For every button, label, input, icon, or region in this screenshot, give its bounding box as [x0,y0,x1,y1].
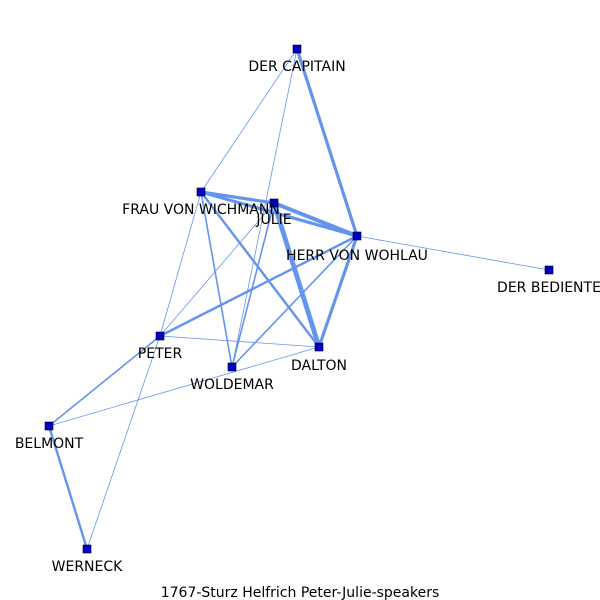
node-label-dalton: DALTON [291,358,347,374]
edge-julie-dalton [271,202,322,348]
node-label-werneck: WERNECK [52,559,124,575]
node-label-woldemar: WOLDEMAR [190,377,274,393]
edge-capitain-woldemar [231,48,298,368]
node-label-wichmann: FRAU VON WICHMANN [122,202,280,218]
edge-capitain-wichmann [200,48,298,193]
node-dalton [314,342,324,352]
node-wohlau [352,231,362,241]
edge-belmont-werneck [47,425,89,550]
node-label-belmont: BELMONT [15,436,84,452]
node-belmont [44,421,54,431]
node-woldemar [227,362,237,372]
node-capitain [292,44,302,54]
edge-layer [47,48,550,550]
edge-wohlau-woldemar [231,235,358,368]
edge-capitain-wohlau [295,48,359,237]
edge-julie-peter [159,202,275,337]
node-label-capitain: DER CAPITAIN [248,59,345,75]
edge-wichmann-peter [159,191,202,337]
edge-peter-dalton [159,335,320,348]
node-julie [269,198,279,208]
node-wichmann [196,187,206,197]
edge-peter-werneck [86,335,161,550]
node-werneck [82,544,92,554]
node-peter [155,331,165,341]
edge-wohlau-bediente [356,235,550,271]
edge-julie-wohlau [273,201,358,238]
node-label-peter: PETER [138,346,183,362]
edge-wohlau-dalton [317,235,359,348]
node-layer [44,44,554,554]
edge-wichmann-woldemar [200,191,233,368]
edge-julie-woldemar [231,202,275,368]
edge-belmont-dalton [48,346,320,427]
node-label-wohlau: HERR VON WOHLAU [286,248,428,264]
node-label-bediente: DER BEDIENTE [497,280,600,296]
node-label-julie: JULIE [255,212,291,228]
edge-wohlau-peter [159,234,358,338]
graph-caption: 1767-Sturz Helfrich Peter-Julie-speakers [161,585,440,600]
edge-wichmann-dalton [200,191,320,348]
edge-peter-belmont [48,335,161,427]
node-bediente [544,265,554,275]
